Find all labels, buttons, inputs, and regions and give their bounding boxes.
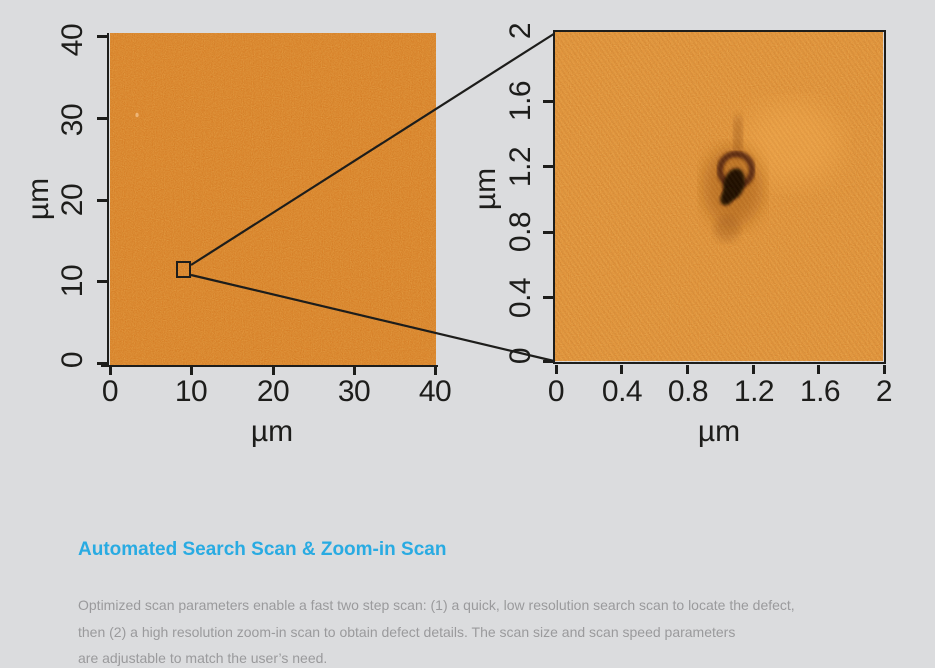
right-y-tick-1.2 — [543, 165, 554, 168]
zoom-region-marker-box — [176, 261, 191, 278]
left-y-ticklabel: 30 — [56, 103, 89, 137]
left-y-tick-0 — [96, 362, 107, 365]
left-plot-x-axis — [101, 364, 438, 367]
right-y-axis-label: µm — [469, 167, 502, 211]
right-x-ticklabel: 1.6 — [799, 375, 841, 408]
left-x-tick-0 — [109, 366, 112, 375]
right-y-tick-1.6 — [543, 100, 554, 103]
right-y-ticklabel: 0.8 — [504, 211, 537, 253]
left-y-ticklabel: 10 — [56, 264, 89, 298]
left-x-tick-30 — [353, 366, 356, 375]
right-x-tick-1.6 — [817, 365, 820, 374]
right-x-ticklabel: 1.2 — [733, 375, 775, 408]
left-x-tick-20 — [272, 366, 275, 375]
right-y-ticklabel: 1.6 — [504, 80, 537, 122]
right-x-tick-0 — [555, 365, 558, 374]
left-x-ticklabel: 30 — [337, 375, 371, 408]
right-y-ticklabel: 1.2 — [504, 146, 537, 187]
left-x-ticklabel: 20 — [256, 375, 290, 408]
left-x-ticklabel: 40 — [418, 375, 452, 408]
right-x-axis-label: µm — [697, 415, 741, 448]
left-y-axis-label: µm — [22, 177, 55, 221]
right-x-ticklabel: 0 — [547, 375, 565, 408]
right-x-tick-0.8 — [686, 365, 689, 374]
right-x-ticklabel: 0.8 — [667, 375, 709, 408]
left-y-ticklabel: 20 — [56, 183, 89, 217]
search-scan-image — [110, 33, 436, 365]
zoom-scan-image — [553, 30, 886, 364]
left-x-tick-10 — [190, 366, 193, 375]
caption-body-line: then (2) a high resolution zoom-in scan … — [78, 623, 736, 640]
right-y-ticklabel: 2 — [504, 22, 537, 40]
right-x-ticklabel: 2 — [875, 375, 893, 408]
left-x-ticklabel: 10 — [174, 375, 208, 408]
right-x-tick-0.4 — [620, 365, 623, 374]
left-y-tick-10 — [96, 280, 107, 283]
caption-body-line: are adjustable to match the user’s need. — [78, 650, 328, 666]
left-y-tick-20 — [96, 199, 107, 202]
left-y-tick-40 — [96, 35, 107, 38]
right-y-tick-0.8 — [543, 231, 554, 234]
caption-title: Automated Search Scan & Zoom-in Scan — [78, 539, 447, 560]
left-y-tick-30 — [96, 117, 107, 120]
left-x-tick-40 — [434, 366, 437, 375]
left-y-ticklabel: 40 — [56, 23, 89, 57]
caption-body: Optimized scan parameters enable a fast … — [78, 592, 795, 668]
left-y-ticklabel: 0 — [56, 351, 89, 369]
right-y-ticklabel: 0.4 — [504, 277, 537, 318]
caption-block: Automated Search Scan & Zoom-in Scan Opt… — [78, 539, 795, 668]
left-x-ticklabel: 0 — [101, 375, 119, 408]
right-x-tick-2 — [883, 365, 886, 374]
left-plot-y-axis — [106, 33, 109, 367]
right-x-tick-1.2 — [752, 365, 755, 374]
right-y-ticklabel: 0 — [504, 347, 537, 365]
right-y-tick-0.4 — [543, 296, 554, 299]
left-x-axis-label: µm — [250, 415, 294, 448]
right-y-tick-0 — [543, 360, 554, 363]
right-x-ticklabel: 0.4 — [601, 375, 643, 408]
caption-body-line: Optimized scan parameters enable a fast … — [78, 597, 795, 613]
